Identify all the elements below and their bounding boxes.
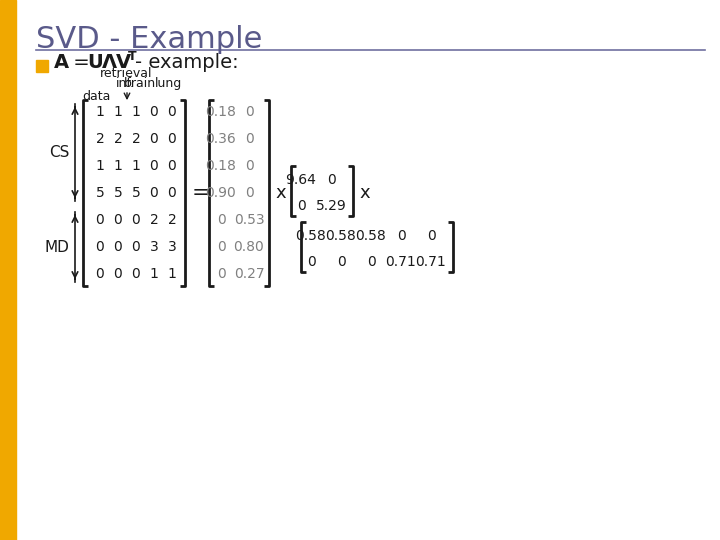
Text: 0.58: 0.58 — [325, 229, 356, 243]
Text: 3: 3 — [150, 240, 158, 254]
Text: 0: 0 — [96, 213, 104, 227]
Text: 2: 2 — [96, 132, 104, 146]
Text: 0.90: 0.90 — [206, 186, 236, 200]
Text: 0: 0 — [366, 255, 375, 269]
Text: 2: 2 — [150, 213, 158, 227]
Text: 0: 0 — [168, 186, 176, 200]
Text: 5: 5 — [114, 186, 122, 200]
Text: 1: 1 — [96, 105, 104, 119]
Text: 0.53: 0.53 — [234, 213, 264, 227]
Text: 0: 0 — [168, 105, 176, 119]
Text: 1: 1 — [150, 267, 158, 281]
Text: 0: 0 — [114, 240, 122, 254]
Text: =: = — [67, 52, 96, 71]
Bar — [36, 60, 48, 72]
Text: 0.58: 0.58 — [356, 229, 387, 243]
Text: 0.71: 0.71 — [386, 255, 416, 269]
Text: SVD - Example: SVD - Example — [36, 25, 262, 54]
Text: 0: 0 — [337, 255, 346, 269]
Text: 0: 0 — [150, 132, 158, 146]
Text: 2: 2 — [132, 132, 140, 146]
Text: 0.36: 0.36 — [206, 132, 236, 146]
Text: brain: brain — [124, 77, 156, 90]
Text: 0: 0 — [217, 240, 225, 254]
Text: 1: 1 — [132, 105, 140, 119]
Text: 0: 0 — [150, 159, 158, 173]
Text: 0: 0 — [217, 213, 225, 227]
Text: retrieval: retrieval — [100, 67, 152, 80]
Text: 0: 0 — [427, 229, 436, 243]
Text: lung: lung — [154, 77, 181, 90]
Text: 1: 1 — [96, 159, 104, 173]
Text: 0: 0 — [96, 240, 104, 254]
Text: x: x — [360, 184, 370, 202]
Text: 0: 0 — [114, 267, 122, 281]
Text: 0: 0 — [307, 255, 315, 269]
Text: 0: 0 — [168, 132, 176, 146]
Text: 0: 0 — [327, 173, 336, 187]
Text: V: V — [116, 52, 131, 71]
Text: 0.18: 0.18 — [206, 159, 236, 173]
Text: 5.29: 5.29 — [315, 199, 346, 213]
Text: 1: 1 — [114, 105, 122, 119]
Text: 0: 0 — [245, 132, 253, 146]
Text: 0.27: 0.27 — [234, 267, 264, 281]
Text: 5: 5 — [132, 186, 140, 200]
Text: 1: 1 — [132, 159, 140, 173]
Text: =: = — [192, 183, 210, 203]
Text: 2: 2 — [168, 213, 176, 227]
Text: 0: 0 — [150, 105, 158, 119]
Text: 2: 2 — [114, 132, 122, 146]
Text: - example:: - example: — [135, 52, 238, 71]
Text: 0: 0 — [297, 199, 305, 213]
Text: 0.71: 0.71 — [415, 255, 446, 269]
Text: MD: MD — [44, 240, 69, 254]
Text: inf.: inf. — [116, 77, 135, 90]
Text: 0: 0 — [114, 213, 122, 227]
Text: 0: 0 — [245, 159, 253, 173]
Text: 0.58: 0.58 — [296, 229, 326, 243]
Text: x: x — [276, 184, 287, 202]
Text: 9.64: 9.64 — [286, 173, 316, 187]
Text: A: A — [54, 52, 69, 71]
Text: 0: 0 — [132, 213, 140, 227]
Text: 0: 0 — [132, 240, 140, 254]
Text: 1: 1 — [114, 159, 122, 173]
Text: T: T — [128, 50, 137, 63]
Text: data: data — [82, 90, 110, 103]
Text: 0.18: 0.18 — [206, 105, 236, 119]
Text: 0: 0 — [397, 229, 405, 243]
Text: 3: 3 — [168, 240, 176, 254]
Text: Λ: Λ — [102, 52, 117, 71]
Text: 0: 0 — [96, 267, 104, 281]
Text: 0: 0 — [245, 186, 253, 200]
Text: 0: 0 — [150, 186, 158, 200]
Text: 0: 0 — [245, 105, 253, 119]
Text: 5: 5 — [96, 186, 104, 200]
Text: U: U — [87, 52, 103, 71]
Text: 0: 0 — [217, 267, 225, 281]
Text: 0: 0 — [132, 267, 140, 281]
Text: 0.80: 0.80 — [233, 240, 264, 254]
Text: CS: CS — [49, 145, 69, 160]
Text: 1: 1 — [168, 267, 176, 281]
Bar — [0, 0, 16, 540]
Text: 0: 0 — [168, 159, 176, 173]
